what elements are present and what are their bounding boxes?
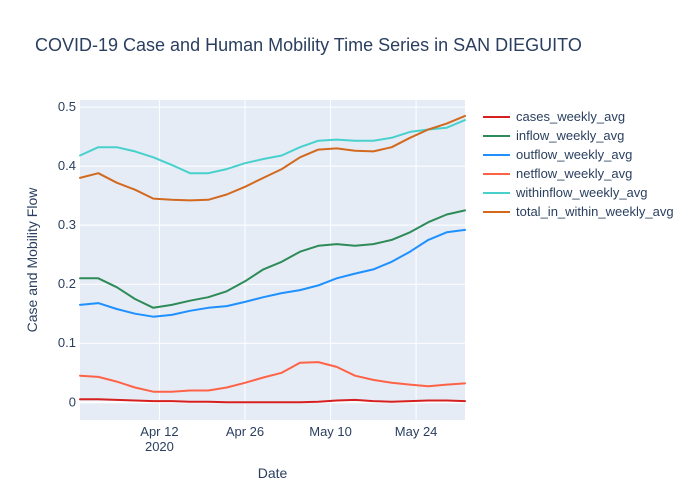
series-line-netflow_weekly_avg [79, 361, 466, 393]
legend-item[interactable]: cases_weekly_avg [483, 109, 625, 124]
x-tick-label: May 10 [309, 424, 352, 439]
plot-area [80, 100, 465, 420]
x-tick-label: Apr 26 [226, 424, 264, 439]
legend-label: outflow_weekly_avg [516, 147, 632, 162]
series-line-total_in_within_weekly_avg [79, 114, 466, 202]
x-tick-label: Apr 12 [140, 424, 178, 439]
x-tick-label: May 24 [395, 424, 438, 439]
y-axis-title: Case and Mobility Flow [24, 187, 40, 333]
y-tick-label: 0.2 [58, 276, 76, 291]
legend-item[interactable]: inflow_weekly_avg [483, 128, 624, 143]
y-tick-label: 0.4 [58, 158, 76, 173]
x-axis-title: Date [258, 465, 288, 481]
legend-item[interactable]: netflow_weekly_avg [483, 166, 632, 181]
legend-item[interactable]: outflow_weekly_avg [483, 147, 632, 162]
legend-item[interactable]: total_in_within_weekly_avg [483, 204, 674, 219]
y-tick-label: 0 [69, 394, 76, 409]
series-lines [79, 114, 466, 404]
legend-label: cases_weekly_avg [516, 109, 625, 124]
series-line-inflow_weekly_avg [79, 209, 466, 309]
series-line-withinflow_weekly_avg [79, 119, 466, 175]
series-line-outflow_weekly_avg [79, 228, 466, 318]
y-tick-label: 0.5 [58, 99, 76, 114]
legend[interactable]: cases_weekly_avg inflow_weekly_avgoutflow… [483, 109, 674, 219]
y-tick-label: 0.1 [58, 335, 76, 350]
legend-item[interactable]: withinflow_weekly_avg [483, 185, 648, 200]
legend-label: inflow_weekly_avg [516, 128, 624, 143]
series-line-cases_weekly_avg [79, 398, 466, 404]
chart-title: COVID-19 Case and Human Mobility Time Se… [35, 35, 582, 55]
legend-label: netflow_weekly_avg [516, 166, 632, 181]
legend-label: total_in_within_weekly_avg [516, 204, 674, 219]
y-tick-label: 0.3 [58, 217, 76, 232]
legend-label: withinflow_weekly_avg [515, 185, 648, 200]
x-tick-sublabel: 2020 [145, 439, 174, 454]
